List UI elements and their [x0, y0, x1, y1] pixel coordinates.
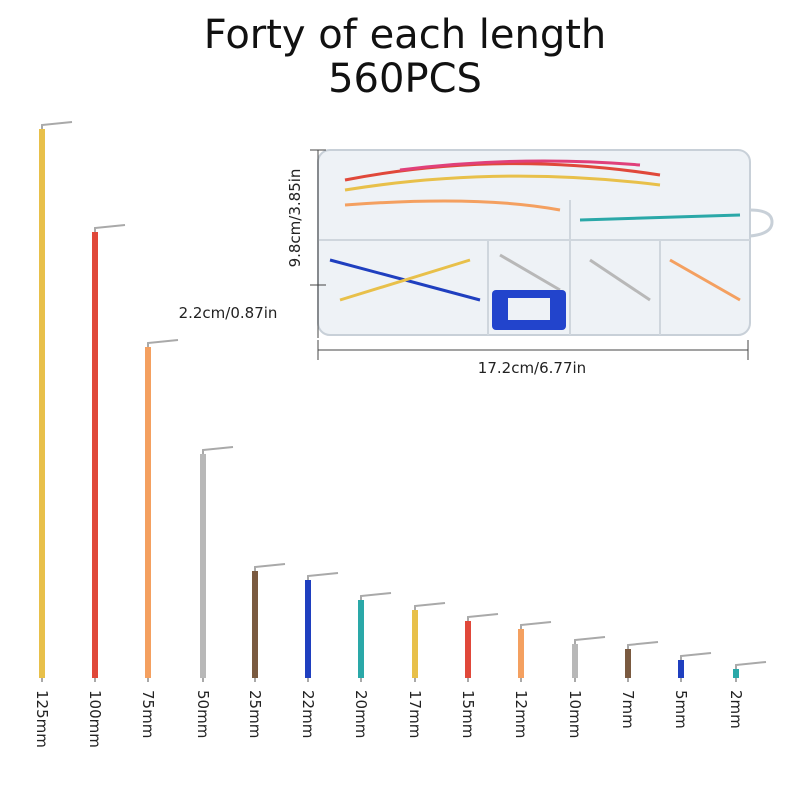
wire-lead: [735, 661, 767, 682]
width-label: 17.2cm/6.77in: [478, 359, 586, 377]
wire-lead: [147, 339, 179, 682]
wire-lead: [360, 592, 392, 682]
wire-label: 12mm: [512, 690, 530, 738]
storage-box: [317, 149, 774, 336]
wire-label: 5mm: [672, 690, 690, 729]
wire-label: 10mm: [566, 690, 584, 738]
wire-label: 7mm: [619, 690, 637, 729]
subtitle: 560PCS: [328, 56, 482, 102]
wire-lead: [520, 621, 552, 682]
wire-label: 100mm: [86, 690, 104, 748]
wire-lead: [202, 446, 234, 682]
wire-lead: [254, 563, 286, 682]
wire-label: 20mm: [352, 690, 370, 738]
wire-label: 17mm: [406, 690, 424, 738]
height-label: 9.8cm/3.85in: [286, 169, 304, 268]
wire-label: 15mm: [459, 690, 477, 738]
wires: 125mm 100mm 75mm 50mm 25mm 22mm 20mm 17mm 15mm 12…: [33, 121, 767, 748]
wire-label: 50mm: [194, 690, 212, 738]
depth-label: 2.2cm/0.87in: [179, 304, 278, 322]
wire-lead: [94, 224, 126, 682]
wire-lead: [467, 613, 499, 682]
title: Forty of each length: [204, 12, 607, 58]
wire-label: 2mm: [727, 690, 745, 729]
wire-label: 22mm: [299, 690, 317, 738]
wire-label: 25mm: [246, 690, 264, 738]
wire-label: 125mm: [33, 690, 51, 748]
wire-label: 75mm: [139, 690, 157, 738]
wire-lead: [680, 652, 712, 682]
wire-lead: [627, 641, 659, 682]
wire-lead: [307, 572, 339, 682]
dimension-lines: [310, 149, 749, 360]
wire-lead: [574, 636, 606, 682]
wire-lead: [41, 121, 73, 682]
wire-lead: [414, 602, 446, 682]
